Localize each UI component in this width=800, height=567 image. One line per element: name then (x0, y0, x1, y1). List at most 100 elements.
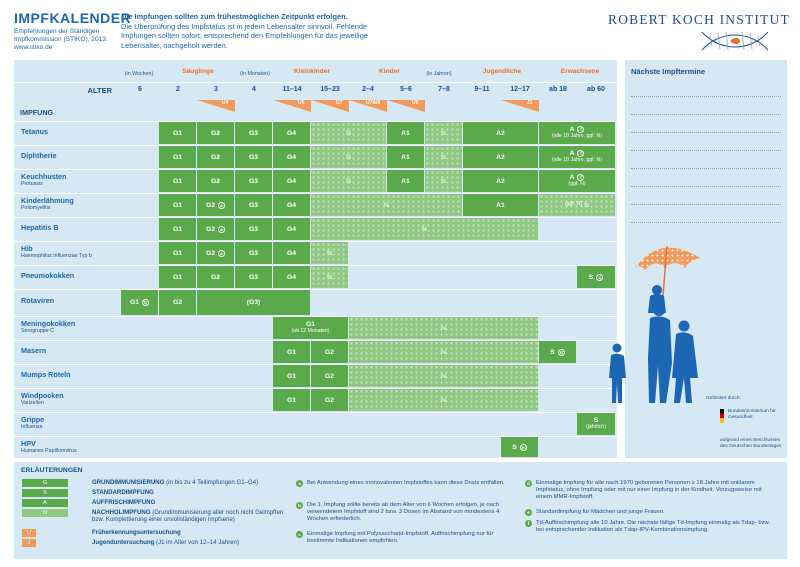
cell-g2: G2 (197, 122, 234, 144)
age-col: 3 (214, 86, 218, 93)
age-col: 12–17 (510, 86, 530, 93)
footnote-e-icon: e (525, 509, 532, 516)
u-marker (349, 100, 387, 112)
footnote-b-icon: b (296, 502, 303, 509)
vaccination-header: IMPFUNG (20, 108, 54, 117)
group-adults: Erwachsene (560, 68, 600, 75)
cell-g1: G1 (159, 242, 196, 264)
cell-g4: G4 (273, 146, 310, 168)
footnote-c-icon: c (596, 273, 604, 281)
u-label: U7 (336, 100, 343, 106)
cell-a1: A1 (387, 170, 424, 192)
cell-g1: G1 (159, 266, 196, 288)
footnote-c-icon: c (296, 531, 303, 538)
legend-box-s: S (22, 489, 68, 497)
age-col: 4 (252, 86, 256, 93)
cell-g2: G2 (311, 389, 348, 411)
cell-g4: G4 (273, 266, 310, 288)
cell-g1: G1 (273, 341, 310, 363)
cell-g4: G4 (273, 170, 310, 192)
cell-g1: G1 (159, 146, 196, 168)
vaccine-pneumokokken: Pneumokokken (21, 271, 75, 280)
cell-g1: G1 (159, 170, 196, 192)
group-infants: Säuglinge (182, 68, 214, 75)
cell-a1: A1 (387, 146, 424, 168)
cell-g1: G1 (ab 12 Monaten) (273, 317, 348, 339)
cell-n: N (311, 266, 348, 288)
vaccine-diphtherie: Diphtherie (21, 151, 57, 160)
legend-item-s: S STANDARDIMPFUNG (22, 489, 154, 497)
age-col: 7–8 (438, 86, 450, 93)
vaccine-masern: Masern (21, 346, 47, 355)
next-appointments-title: Nächste Impftermine (631, 67, 706, 76)
cell-n: N (425, 146, 462, 168)
u-label: U6 (298, 100, 305, 106)
footnote-e-icon: e (519, 443, 527, 451)
age-col: 11–14 (282, 86, 302, 93)
age-col: 6 (138, 86, 142, 93)
cell-g3: G3 (235, 122, 272, 144)
cell-g2: G2 (197, 170, 234, 192)
intro-text: Die Impfungen sollten zum frühestmöglich… (121, 12, 391, 50)
german-flag-icon (720, 409, 724, 423)
vaccine-meningokokken: Meningokokken Serogruppe C (21, 319, 76, 335)
legend-title: ERLÄUTERUNGEN (21, 467, 83, 474)
age-col: 5–6 (400, 86, 412, 93)
cell-g1: G1 (273, 365, 310, 387)
vaccine-windpocken: Windpocken Varizellen (21, 391, 64, 407)
unit-weeks: (in Wochen) (124, 71, 154, 77)
cell-a1: A1 (463, 194, 538, 216)
legend-item-a: A AUFFRISCHIMPFUNG (22, 499, 155, 507)
legend-item-g: G GRUNDIMMUNISIERUNG (in bis zu 4 Teilim… (22, 479, 258, 487)
group-adolescents: Jugendliche (482, 68, 522, 75)
u-label: U4 (222, 100, 229, 106)
j-label: J1 (527, 100, 533, 106)
footnote-f: f Td-Auffrischimpfung alle 10 Jahre. Die … (525, 520, 775, 534)
cell-g2: G2 a (197, 194, 234, 216)
cell-g2: G2 a (197, 218, 234, 240)
legend-item-j: J Jugenduntersuchung (J1 im Alter von 12… (22, 539, 239, 547)
age-col: 2 (176, 86, 180, 93)
footnote-a-icon: a (218, 225, 226, 233)
age-col: ab 60 (587, 86, 605, 93)
cell-a2: A2 (463, 170, 538, 192)
ministry-name: Bundesministerium für Gesundheit (728, 409, 776, 420)
group-children: Kinder (379, 68, 400, 75)
footnote-f-icon: f (577, 150, 585, 158)
cell-g2: G2 (197, 146, 234, 168)
u-label: U9 (412, 100, 419, 106)
cell-g2: G2 (159, 290, 196, 315)
cell-g3-optional: (G3) (197, 290, 310, 315)
funding-label: Gefördert durch: (706, 396, 741, 401)
footnote-b: b Die 1. Impfung sollte bereits ab dem Al… (296, 502, 506, 523)
footnote-f-icon: f (577, 126, 585, 134)
unit-years: (in Jahren) (426, 71, 452, 77)
j-marker (501, 100, 539, 112)
cell-g3: G3 (235, 218, 272, 240)
family-umbrella-illustration (609, 245, 700, 403)
age-col: 9–11 (474, 86, 490, 93)
footnote-a-icon: a (218, 249, 226, 257)
legend-item-u: U Früherkennungsuntersuchung (22, 529, 181, 537)
vaccine-rotaviren: Rotaviren (21, 296, 55, 305)
u-marker (273, 100, 311, 112)
cell-g3: G3 (235, 242, 272, 264)
footnote-a: a Bei Anwendung eines monovalenten Impfst… (296, 480, 506, 487)
website-link[interactable]: www.stiko.de (14, 44, 53, 51)
footnote-d-icon: d (525, 480, 532, 487)
u-marker (387, 100, 425, 112)
cell-g1: G1 (159, 218, 196, 240)
age-col: ab 18 (549, 86, 567, 93)
footnote-d: d Einmalige Impfung für alle nach 1970 ge… (525, 480, 775, 501)
subtitle-line: Empfehlungen der Ständigen (14, 28, 100, 35)
footnote-f-icon: f (577, 174, 585, 182)
cell-g4: G4 (273, 242, 310, 264)
cell-n: N (311, 194, 462, 216)
cell-g2: G2 a (197, 242, 234, 264)
age-col: 2–4 (362, 86, 374, 93)
cell-g4: G4 (273, 218, 310, 240)
legend-box-j: J (22, 539, 36, 547)
